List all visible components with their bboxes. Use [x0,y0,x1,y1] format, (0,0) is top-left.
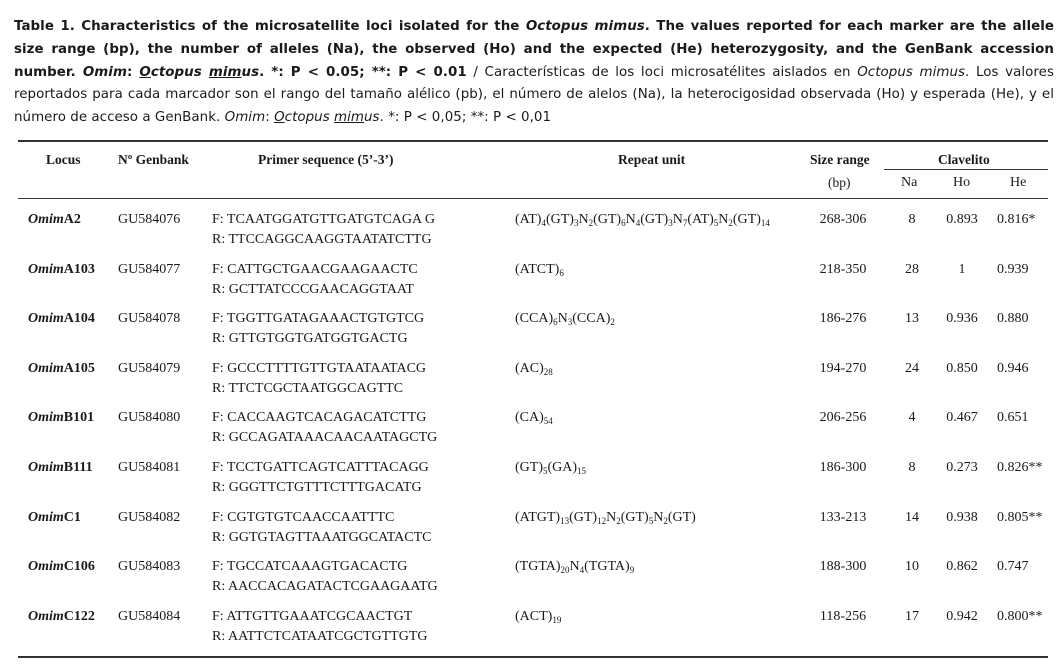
header-na: Na [901,175,918,190]
locus-name: OmimA104 [28,311,95,326]
primer-reverse: R: GCCAGATAAACAACAATAGCTG [212,430,438,445]
allele-count: 4 [908,410,916,425]
allele-count: 10 [905,559,919,574]
locus-name: OmimC122 [28,609,95,624]
allele-count: 13 [905,311,919,326]
primer-forward: F: CATTGCTGAACGAAGAACTC [212,262,418,277]
repeat-unit: (ATCT)6 [515,262,564,278]
table-bottom-rule [18,656,1048,658]
primer-reverse: R: AACCACAGATACTCGAAGAATG [212,579,438,594]
repeat-unit: (ACT)19 [515,609,562,625]
table-caption: Table 1. Characteristics of the microsat… [14,19,1054,126]
genbank-accession: GU584079 [118,361,181,376]
expected-heterozygosity: 0.826** [997,460,1043,475]
primer-forward: F: ATTGTTGAAATCGCAACTGT [212,609,413,624]
locus-name: OmimB111 [28,460,93,475]
header-genbank: Nº Genbank [118,152,189,167]
header-he: He [1010,175,1027,190]
allele-count: 14 [905,510,919,525]
genbank-accession: GU584077 [118,262,181,277]
repeat-unit: (CCA)6N3(CCA)2 [515,311,615,327]
allele-count: 17 [905,609,919,624]
repeat-unit: (CA)54 [515,410,553,426]
observed-heterozygosity: 0.273 [946,460,978,475]
primer-forward: F: TCAATGGATGTTGATGTCAGA G [212,212,435,227]
genbank-accession: GU584081 [118,460,181,475]
primer-reverse: R: GCTTATCCCGAACAGGTAAT [212,282,414,297]
locus-name: OmimC106 [28,559,95,574]
allele-count: 28 [905,262,919,277]
header-size-range: Size range [810,152,870,167]
primer-reverse: R: GGTGTAGTTAAATGGCATACTC [212,530,432,545]
primer-forward: F: GCCCTTTTGTTGTAATAATACG [212,361,427,376]
expected-heterozygosity: 0.805** [997,510,1043,525]
genbank-accession: GU584080 [118,410,181,425]
observed-heterozygosity: 0.850 [946,361,978,376]
locus-name: OmimA103 [28,262,95,277]
expected-heterozygosity: 0.939 [997,262,1029,277]
locus-name: OmimA2 [28,212,81,227]
allele-count: 8 [908,460,916,475]
expected-heterozygosity: 0.880 [997,311,1029,326]
primer-forward: F: TCCTGATTCAGTCATTTACAGG [212,460,429,475]
locus-name: OmimB101 [28,410,95,425]
expected-heterozygosity: 0.816* [997,212,1036,227]
allele-count: 24 [905,361,919,376]
observed-heterozygosity: 0.893 [946,212,978,227]
expected-heterozygosity: 0.946 [997,361,1029,376]
header-bp-unit: (bp) [828,175,851,190]
genbank-accession: GU584082 [118,510,181,525]
repeat-unit: (AT)4(GT)3N2(GT)6N4(GT)3N7(AT)5N2(GT)14 [515,212,770,228]
header-clavelito: Clavelito [938,152,990,167]
genbank-accession: GU584083 [118,559,181,574]
expected-heterozygosity: 0.747 [997,559,1029,574]
repeat-unit: (AC)28 [515,361,553,377]
repeat-unit: (TGTA)20N4(TGTA)9 [515,559,635,575]
table-top-rule [18,140,1048,142]
observed-heterozygosity: 0.938 [946,510,978,525]
primer-reverse: R: TTCCAGGCAAGGTAATATCTTG [212,232,432,247]
size-range: 268-306 [819,212,867,227]
size-range: 133-213 [819,510,867,525]
primer-forward: F: CACCAAGTCACAGACATCTTG [212,410,427,425]
allele-count: 8 [908,212,916,227]
size-range: 206-256 [819,410,867,425]
size-range: 194-270 [819,361,867,376]
expected-heterozygosity: 0.800** [997,609,1043,624]
repeat-unit: (ATGT)13(GT)12N2(GT)5N2(GT) [515,510,696,526]
size-range: 186-276 [819,311,867,326]
genbank-accession: GU584076 [118,212,181,227]
size-range: 188-300 [819,559,867,574]
primer-forward: F: TGCCATCAAAGTGACACTG [212,559,408,574]
size-range: 218-350 [819,262,867,277]
repeat-unit: (GT)5(GA)15 [515,460,587,476]
primer-reverse: R: TTCTCGCTAATGGCAGTTC [212,381,404,396]
primer-reverse: R: GGGTTCTGTTTCTTTGACATG [212,480,422,495]
primer-reverse: R: GTTGTGGTGATGGTGACTG [212,331,408,346]
size-range: 118-256 [819,609,867,624]
primer-reverse: R: AATTCTCATAATCGCTGTTGTG [212,629,428,644]
primer-forward: F: TGGTTGATAGAAACTGTGTCG [212,311,425,326]
table-header-rule [18,198,1048,199]
header-ho: Ho [953,175,971,190]
expected-heterozygosity: 0.651 [997,410,1029,425]
header-primer-sequence: Primer sequence (5’-3’) [258,152,394,167]
clavelito-group-rule [884,169,1048,170]
observed-heterozygosity: 0.862 [946,559,978,574]
header-repeat-unit: Repeat unit [618,152,686,167]
size-range: 186-300 [819,460,867,475]
locus-name: OmimC1 [28,510,81,525]
header-locus: Locus [46,152,81,167]
primer-forward: F: CGTGTGTCAACCAATTTC [212,510,395,525]
genbank-accession: GU584084 [118,609,181,624]
observed-heterozygosity: 0.936 [946,311,978,326]
locus-name: OmimA105 [28,361,95,376]
observed-heterozygosity: 1 [958,262,966,277]
observed-heterozygosity: 0.942 [946,609,978,624]
observed-heterozygosity: 0.467 [946,410,978,425]
genbank-accession: GU584078 [118,311,181,326]
